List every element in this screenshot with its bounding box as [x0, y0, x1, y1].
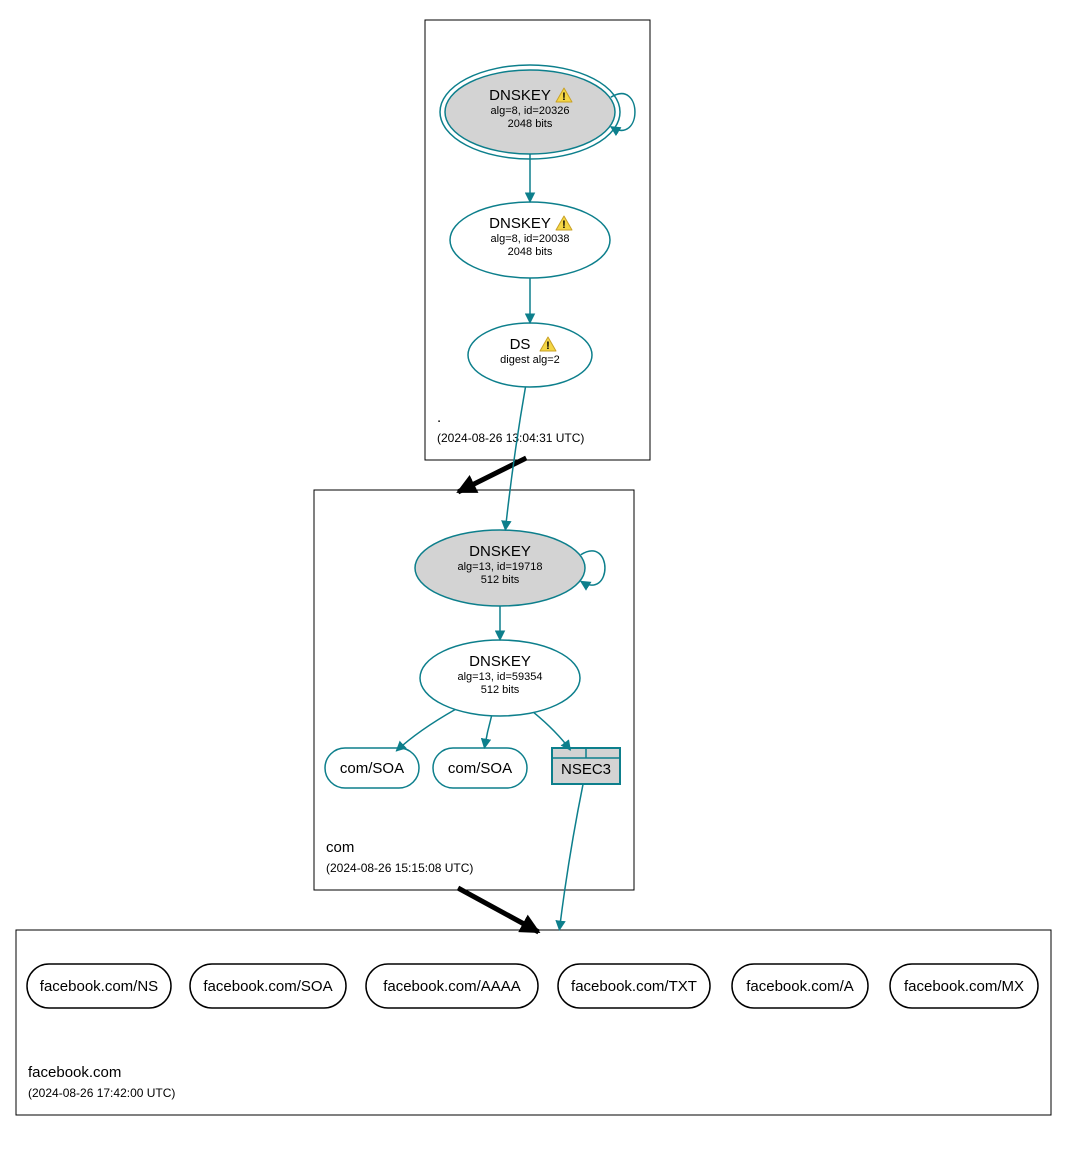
- node-comZsk-line1: alg=13, id=59354: [457, 671, 542, 683]
- node-rootDs-line1: digest alg=2: [500, 354, 560, 366]
- zone-root-label: .: [437, 409, 441, 426]
- svg-text:!: !: [546, 340, 550, 352]
- node-nsec3-label: NSEC3: [561, 761, 611, 778]
- node-rootZsk-title: DNSKEY: [489, 215, 551, 232]
- node-fb-leaf-4-label: facebook.com/A: [746, 978, 854, 995]
- node-comKsk-line1: alg=13, id=19718: [457, 561, 542, 573]
- zone-com-label: com: [326, 839, 354, 856]
- node-fb-leaf-2-label: facebook.com/AAAA: [383, 978, 521, 995]
- node-rootDs: DS! digest alg=2: [468, 323, 592, 387]
- node-fb-leaf-0-label: facebook.com/NS: [40, 978, 158, 995]
- node-comSoa1-label: com/SOA: [340, 760, 404, 777]
- node-fb-leaf-4: facebook.com/A: [732, 964, 868, 1008]
- zone-root-timestamp: (2024-08-26 13:04:31 UTC): [437, 431, 584, 445]
- node-comKsk-line2: 512 bits: [481, 574, 520, 586]
- node-rootKsk-line2: 2048 bits: [508, 118, 553, 130]
- svg-text:!: !: [562, 91, 566, 103]
- node-fb-leaf-0: facebook.com/NS: [27, 964, 171, 1008]
- node-comZsk: DNSKEYalg=13, id=59354512 bits: [420, 640, 580, 716]
- node-rootZsk-line1: alg=8, id=20038: [491, 233, 570, 245]
- node-comKsk: DNSKEYalg=13, id=19718512 bits: [415, 530, 585, 606]
- zone-edge-com-fb: [458, 888, 539, 932]
- node-fb-leaf-2: facebook.com/AAAA: [366, 964, 538, 1008]
- node-rootKsk-line1: alg=8, id=20326: [491, 105, 570, 117]
- svg-text:!: !: [562, 219, 566, 231]
- node-comZsk-line2: 512 bits: [481, 684, 520, 696]
- node-comSoa2: com/SOA: [433, 748, 527, 788]
- node-nsec3: NSEC3: [552, 748, 620, 784]
- node-rootZsk-line2: 2048 bits: [508, 246, 553, 258]
- zone-fb-timestamp: (2024-08-26 17:42:00 UTC): [28, 1086, 175, 1100]
- node-rootDs-title: DS: [510, 336, 531, 353]
- node-comKsk-title: DNSKEY: [469, 543, 531, 560]
- zone-edge-root-com: [458, 458, 526, 492]
- zone-com-timestamp: (2024-08-26 15:15:08 UTC): [326, 861, 473, 875]
- zone-fb-label: facebook.com: [28, 1064, 121, 1081]
- node-fb-leaf-3: facebook.com/TXT: [558, 964, 710, 1008]
- node-fb-leaf-1-label: facebook.com/SOA: [203, 978, 332, 995]
- node-fb-leaf-3-label: facebook.com/TXT: [571, 978, 697, 995]
- node-fb-leaf-5-label: facebook.com/MX: [904, 978, 1024, 995]
- node-comSoa2-label: com/SOA: [448, 760, 512, 777]
- node-rootZsk: DNSKEY! alg=8, id=200382048 bits: [450, 202, 610, 278]
- node-comSoa1: com/SOA: [325, 748, 419, 788]
- node-fb-leaf-5: facebook.com/MX: [890, 964, 1038, 1008]
- node-rootKsk: DNSKEY! alg=8, id=203262048 bits: [440, 65, 620, 159]
- node-comZsk-title: DNSKEY: [469, 653, 531, 670]
- node-rootKsk-title: DNSKEY: [489, 87, 551, 104]
- zone-fb: facebook.com (2024-08-26 17:42:00 UTC): [16, 930, 1051, 1115]
- node-fb-leaf-1: facebook.com/SOA: [190, 964, 346, 1008]
